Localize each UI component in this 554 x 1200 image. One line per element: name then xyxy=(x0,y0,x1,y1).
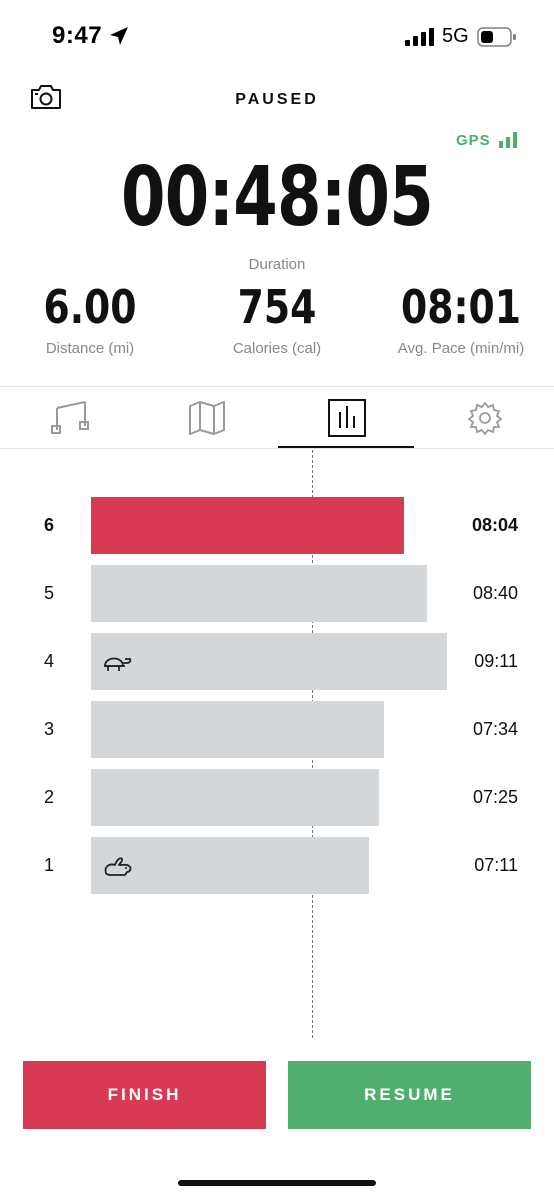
page-title: PAUSED xyxy=(235,91,319,108)
active-tab-indicator xyxy=(278,446,414,448)
calories-label: Calories (cal) xyxy=(232,340,322,357)
split-pace: 07:34 xyxy=(472,719,518,739)
avg-pace-label: Avg. Pace (min/mi) xyxy=(397,340,525,357)
split-pace: 07:25 xyxy=(472,787,518,807)
split-row: 6 08:04 xyxy=(0,497,554,555)
divider xyxy=(0,386,554,387)
split-pace: 07:11 xyxy=(474,855,518,875)
status-time: 9:47 xyxy=(52,22,103,49)
split-bar xyxy=(91,565,427,622)
split-bar xyxy=(91,701,384,758)
split-row: 4 09:11 xyxy=(0,633,554,691)
rabbit-icon xyxy=(104,857,132,876)
split-bar xyxy=(91,497,404,554)
finish-button[interactable]: FINISH xyxy=(23,1061,266,1129)
camera-icon[interactable] xyxy=(30,84,62,110)
split-number: 1 xyxy=(44,855,55,875)
network-type: 5G xyxy=(442,25,469,47)
map-icon[interactable] xyxy=(187,398,227,438)
split-pace: 09:11 xyxy=(474,651,518,671)
split-bar xyxy=(91,769,379,826)
battery-icon xyxy=(477,27,516,47)
split-row: 3 07:34 xyxy=(0,701,554,759)
gps-label: GPS xyxy=(456,132,491,149)
home-indicator xyxy=(178,1180,376,1186)
avg-pace-metric: 08:01 Avg. Pace (min/mi) xyxy=(371,280,551,357)
duration-value: 00:48:05 xyxy=(121,150,434,245)
distance-metric: 6.00 Distance (mi) xyxy=(0,280,180,357)
status-bar: 9:47 5G xyxy=(0,0,554,72)
gps-signal-icon xyxy=(499,132,517,148)
split-row: 5 08:40 xyxy=(0,565,554,623)
split-row: 1 07:11 xyxy=(0,837,554,895)
calories-value: 754 xyxy=(237,280,317,334)
cellular-signal-icon xyxy=(405,28,434,46)
split-row: 2 07:25 xyxy=(0,769,554,827)
gear-icon[interactable] xyxy=(465,398,505,438)
split-bar xyxy=(91,837,369,894)
split-number: 5 xyxy=(44,583,55,603)
music-icon[interactable] xyxy=(49,398,89,438)
avg-pace-value: 08:01 xyxy=(400,280,522,334)
tab-divider xyxy=(0,448,554,449)
bar-chart-icon[interactable] xyxy=(327,398,367,438)
split-pace: 08:04 xyxy=(471,515,518,535)
distance-value: 6.00 xyxy=(43,280,137,334)
location-arrow-icon xyxy=(110,27,128,45)
splits-chart: 6 08:04 5 08:40 4 09:11 3 07:34 2 07:25 … xyxy=(0,450,554,1050)
split-pace: 08:40 xyxy=(472,583,518,603)
split-number: 2 xyxy=(44,787,55,807)
split-number: 3 xyxy=(44,719,55,739)
turtle-icon xyxy=(104,657,132,671)
distance-label: Distance (mi) xyxy=(45,340,135,357)
split-bar xyxy=(91,633,447,690)
resume-button[interactable]: RESUME xyxy=(288,1061,531,1129)
duration-label: Duration xyxy=(248,256,306,273)
split-number: 6 xyxy=(44,515,55,535)
calories-metric: 754 Calories (cal) xyxy=(187,280,367,357)
split-number: 4 xyxy=(44,651,55,671)
